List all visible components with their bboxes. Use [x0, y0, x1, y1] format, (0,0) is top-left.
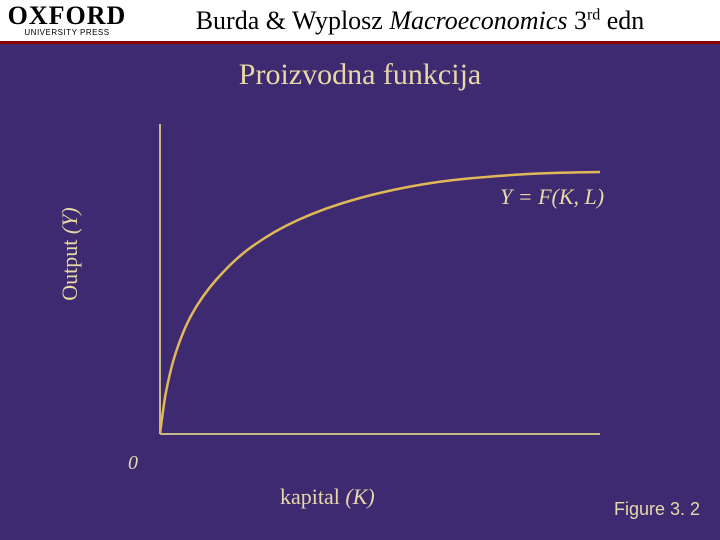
x-axis-label: kapital (K) — [280, 484, 375, 510]
authors: Burda & Wyplosz — [196, 6, 390, 35]
book-title: Macroeconomics — [389, 6, 567, 35]
publisher-sub: UNIVERSITY PRESS — [24, 28, 109, 37]
production-curve — [160, 172, 600, 434]
chart-title: Proizvodna funkcija — [0, 58, 720, 92]
publisher-main: OXFORD — [8, 4, 127, 27]
y-axis-label: Output (Y) — [57, 207, 83, 301]
edition-suffix: edn — [600, 6, 644, 35]
origin-label: 0 — [128, 452, 138, 475]
figure-ref: Figure 3. 2 — [614, 499, 700, 520]
production-chart — [150, 124, 610, 444]
edition-prefix: 3 — [567, 6, 587, 35]
body-area: Proizvodna funkcija Output (Y) 0 kapital… — [0, 44, 720, 540]
header-bar: OXFORD UNIVERSITY PRESS Burda & Wyplosz … — [0, 0, 720, 44]
edition-sup: rd — [587, 6, 600, 23]
header-title: Burda & Wyplosz Macroeconomics 3rd edn — [130, 6, 720, 36]
function-label: Y = F(K, L) — [500, 184, 604, 210]
publisher-logo: OXFORD UNIVERSITY PRESS — [0, 0, 130, 41]
slide-root: OXFORD UNIVERSITY PRESS Burda & Wyplosz … — [0, 0, 720, 540]
